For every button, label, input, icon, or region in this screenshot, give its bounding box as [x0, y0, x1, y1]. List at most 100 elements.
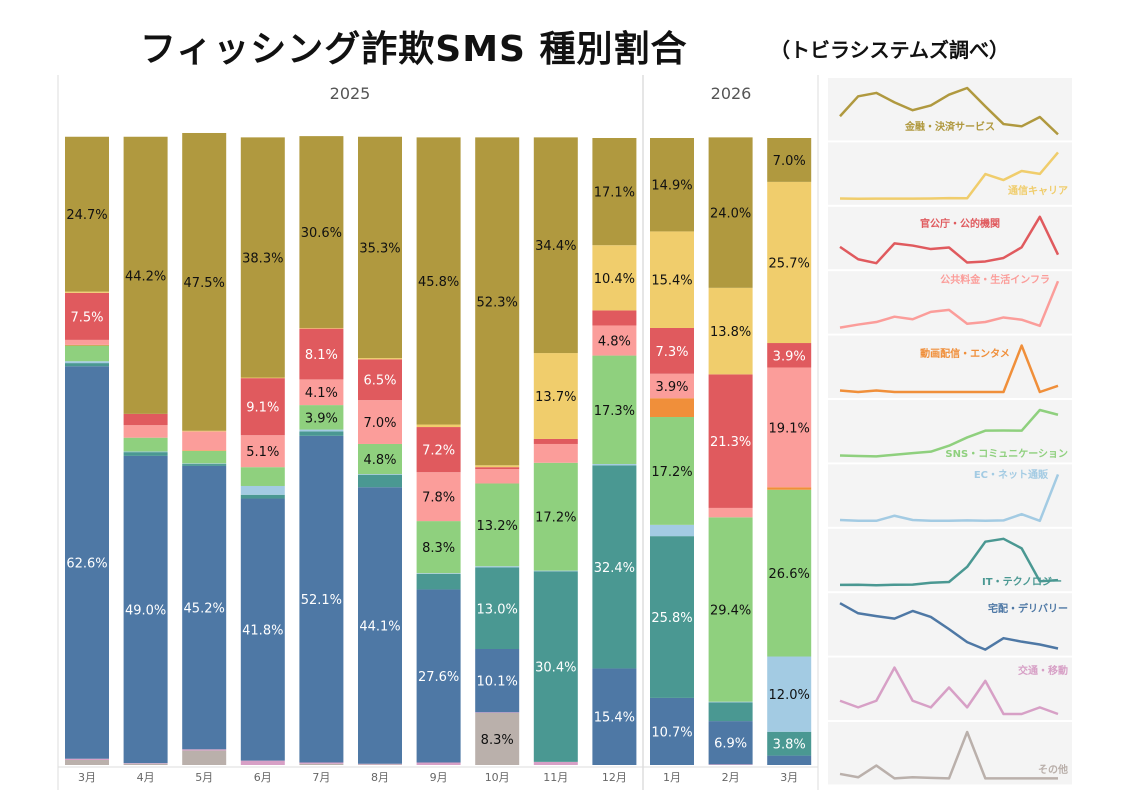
bar-segment-EC・ネット通販	[533, 570, 578, 572]
bar-segment-通信キャリア	[533, 353, 578, 439]
sparkline-EC・ネット通販: EC・ネット通販	[828, 464, 1072, 527]
bar-segment-官公庁・公的機関	[592, 310, 637, 326]
bar-segment-宅配・デリバリー	[650, 697, 694, 765]
bar-segment-金融・決済サービス	[475, 137, 520, 466]
bar-segment-交通・移動	[475, 712, 520, 713]
data-label: 26.6%	[769, 567, 810, 582]
x-tick-label: 5月	[195, 771, 213, 784]
sparkline-通信キャリア: 通信キャリア	[828, 142, 1072, 205]
bar-segment-官公庁・公的機関	[416, 427, 461, 473]
bar-segment-金融・決済サービス	[65, 136, 109, 292]
data-label: 13.2%	[477, 519, 518, 534]
bar-segment-IT・テクノロジー	[182, 464, 227, 466]
sparkline-line	[839, 86, 1059, 136]
bar-segment-EC・ネット通販	[650, 524, 694, 537]
data-label: 27.6%	[418, 670, 459, 685]
bar-segment-SNS・コミュニケーション	[358, 443, 402, 475]
bar-segment-公共料金・生活インフラ	[708, 507, 753, 518]
data-label: 14.9%	[651, 179, 692, 194]
bar-segment-その他	[65, 759, 109, 765]
bar-segment-SNS・コミュニケーション	[475, 483, 520, 567]
bar-segment-公共料金・生活インフラ	[299, 379, 344, 406]
bar-segment-その他	[475, 712, 520, 765]
bar-2025-10月: 8.3% 10.1% 13.0% 13.2% 52.3%	[475, 137, 520, 765]
x-tick-label: 8月	[371, 771, 389, 784]
sparkline-line	[839, 730, 1058, 780]
bar-segment-官公庁・公的機関	[65, 292, 109, 340]
bar-segment-公共料金・生活インフラ	[182, 431, 227, 451]
sparkline-label: EC・ネット通販	[974, 468, 1049, 481]
bar-segment-EC・ネット通販	[240, 485, 285, 495]
data-label: 15.4%	[651, 274, 692, 289]
sparkline-line	[839, 602, 1059, 651]
data-label: 38.3%	[242, 251, 283, 266]
data-label: 12.0%	[769, 688, 810, 703]
sparkline-background	[828, 593, 1072, 656]
data-label: 10.7%	[651, 725, 692, 740]
bar-segment-通信キャリア	[182, 430, 227, 432]
bar-segment-金融・決済サービス	[767, 138, 812, 182]
bar-segment-動画配信・エンタメ	[767, 487, 812, 490]
sparkline-line	[839, 280, 1060, 329]
bar-2026-2月: 6.9% 29.4% 21.3% 13.8% 24.0%	[708, 137, 753, 765]
bar-segment-公共料金・生活インフラ	[416, 472, 461, 522]
bar-segment-官公庁・公的機関	[708, 374, 753, 508]
bar-segment-公共料金・生活インフラ	[533, 443, 578, 463]
sparkline-label: その他	[1038, 763, 1068, 776]
x-tick-label: 3月	[78, 771, 96, 784]
bar-segment-官公庁・公的機関	[650, 327, 694, 374]
bar-segment-その他	[182, 750, 227, 765]
bar-segment-金融・決済サービス	[240, 137, 285, 378]
bar-segment-金融・決済サービス	[592, 138, 637, 246]
x-tick-label: 9月	[430, 771, 448, 784]
bar-2025-12月: 15.4% 32.4% 17.3% 4.8% 10.4% 17.1%	[592, 138, 637, 765]
bar-segment-官公庁・公的機関	[123, 413, 168, 426]
data-label: 45.2%	[184, 602, 225, 617]
bar-segment-宅配・デリバリー	[592, 668, 637, 765]
data-label: 8.3%	[422, 541, 455, 556]
bar-segment-SNS・コミュニケーション	[416, 521, 461, 574]
bar-segment-宅配・デリバリー	[299, 435, 344, 763]
bar-segment-宅配・デリバリー	[416, 589, 461, 763]
sparkline-line	[839, 151, 1059, 201]
bar-2025-6月: 41.8% 5.1% 9.1% 38.3%	[240, 137, 285, 765]
bar-segment-EC・ネット通販	[123, 451, 168, 453]
data-label: 7.0%	[363, 416, 396, 431]
sparkline-動画配信・エンタメ: 動画配信・エンタメ	[828, 335, 1072, 398]
bar-segment-SNS・コミュニケーション	[767, 489, 812, 657]
data-label: 3.9%	[773, 349, 806, 364]
data-label: 5.1%	[246, 445, 279, 460]
data-label: 9.1%	[246, 401, 279, 416]
bar-segment-IT・テクノロジー	[65, 363, 109, 367]
data-label: 52.1%	[301, 593, 342, 608]
bar-segment-EC・ネット通販	[475, 566, 520, 568]
bar-segment-公共料金・生活インフラ	[358, 400, 402, 444]
sparkline-background	[828, 78, 1072, 141]
bar-2025-4月: 49.0% 44.2%	[123, 136, 168, 765]
sparkline-公共料金・生活インフラ: 公共料金・生活インフラ	[828, 271, 1072, 334]
bar-segment-EC・ネット通販	[708, 701, 753, 703]
bar-2025-8月: 44.1% 4.8% 7.0% 6.5% 35.3%	[358, 136, 402, 765]
data-label: 49.0%	[125, 604, 166, 619]
sparkline-金融・決済サービス: 金融・決済サービス	[828, 78, 1072, 141]
data-label: 30.6%	[301, 226, 342, 241]
sparkline-label: IT・テクノロジー	[982, 576, 1062, 588]
bar-segment-IT・テクノロジー	[650, 536, 694, 698]
bar-segment-交通・移動	[416, 762, 461, 765]
data-label: 4.8%	[598, 335, 631, 350]
bar-segment-その他	[123, 763, 168, 765]
bar-segment-宅配・デリバリー	[65, 366, 109, 759]
sparkline-官公庁・公的機関: 官公庁・公的機関	[828, 206, 1072, 270]
data-label: 17.1%	[594, 186, 635, 201]
bar-2026-3月: 3.8% 12.0% 26.6% 19.1% 3.9% 25.7% 7.0%	[767, 138, 812, 765]
data-label: 17.3%	[594, 404, 635, 419]
bar-segment-IT・テクノロジー	[767, 731, 812, 756]
bar-segment-公共料金・生活インフラ	[123, 425, 168, 438]
bar-segment-交通・移動	[123, 763, 168, 764]
bar-segment-通信キャリア	[708, 287, 753, 375]
sparkline-line	[839, 408, 1059, 458]
bar-segment-動画配信・エンタメ	[65, 344, 109, 346]
x-tick-label: 11月	[543, 771, 568, 784]
sparkline-label: SNS・コミュニケーション	[945, 448, 1068, 460]
